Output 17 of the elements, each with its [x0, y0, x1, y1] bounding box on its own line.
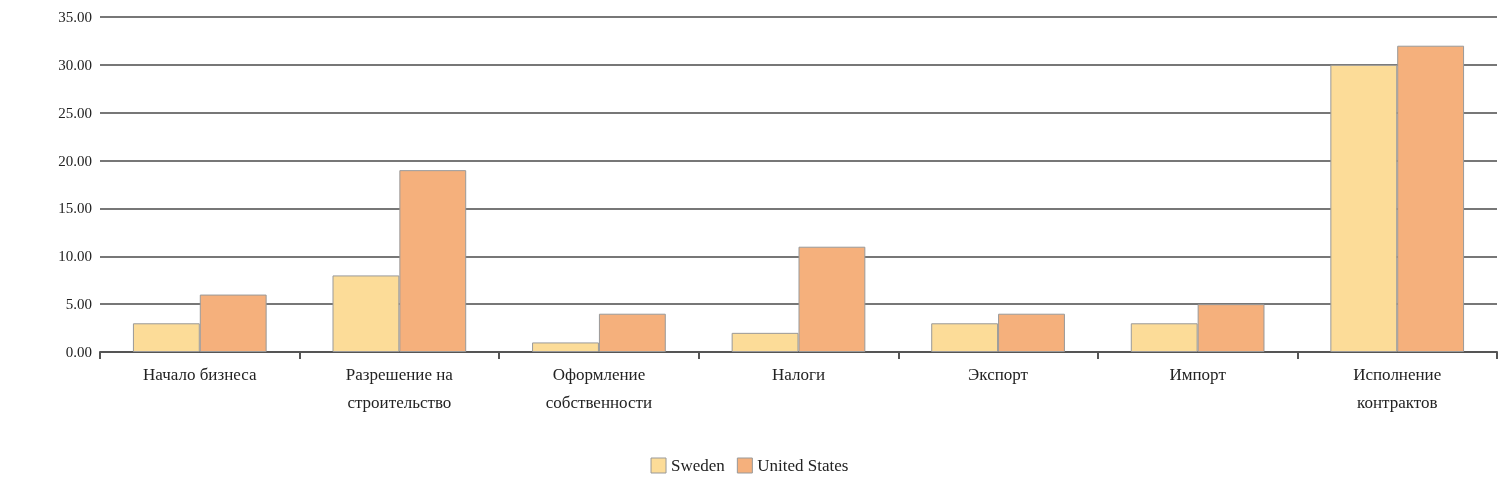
y-tick-label: 15.00	[58, 200, 92, 217]
x-tick-label: Исполнение контрактов	[1353, 364, 1442, 412]
y-tick-label: 35.00	[58, 9, 92, 25]
x-tick-label: Оформление собственности	[545, 364, 653, 412]
y-tick-label: 20.00	[58, 152, 92, 169]
y-tick-label: 30.00	[58, 56, 92, 73]
legend-label: Sweden	[671, 456, 726, 475]
legend-label: United States	[757, 456, 849, 475]
y-tick-label: 0.00	[65, 344, 92, 360]
x-tick-label: Импорт	[1169, 364, 1227, 384]
x-tick-label: Экспорт	[968, 364, 1029, 384]
x-tick-label: Разрешение на строительство	[345, 364, 454, 412]
x-tick-label: Начало бизнеса	[143, 364, 257, 384]
y-tick-label: 5.00	[65, 296, 92, 313]
y-tick-label: 25.00	[58, 104, 92, 121]
x-tick-label: Налоги	[771, 364, 826, 384]
y-tick-label: 10.00	[58, 248, 92, 265]
